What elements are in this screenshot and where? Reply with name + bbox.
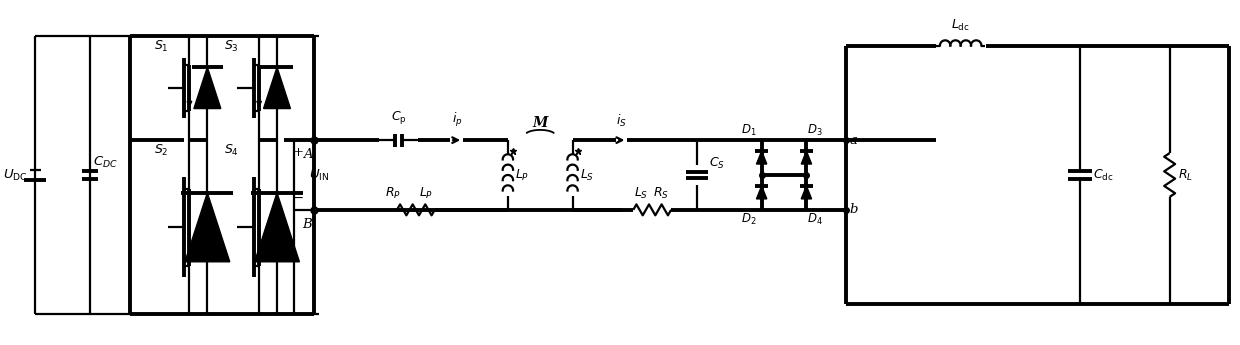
Text: A: A bbox=[303, 148, 312, 161]
Text: $S_2$: $S_2$ bbox=[154, 143, 169, 158]
Text: $L_P$: $L_P$ bbox=[419, 186, 433, 201]
Text: $D_1$: $D_1$ bbox=[742, 123, 756, 138]
Text: $i_p$: $i_p$ bbox=[451, 111, 463, 129]
Text: $i_S$: $i_S$ bbox=[616, 113, 626, 129]
Text: M: M bbox=[532, 116, 548, 130]
Polygon shape bbox=[756, 151, 766, 164]
Text: +: + bbox=[293, 146, 304, 159]
Text: $L_{\rm dc}$: $L_{\rm dc}$ bbox=[951, 18, 970, 32]
Text: $D_2$: $D_2$ bbox=[742, 212, 756, 227]
Polygon shape bbox=[756, 186, 766, 199]
Text: $D_4$: $D_4$ bbox=[807, 212, 823, 227]
Text: $C_{\rm dc}$: $C_{\rm dc}$ bbox=[1092, 167, 1114, 183]
Text: $C_{\rm p}$: $C_{\rm p}$ bbox=[391, 109, 407, 126]
Text: $-$: $-$ bbox=[293, 191, 304, 204]
Text: $C_S$: $C_S$ bbox=[709, 156, 725, 170]
Text: $R_P$: $R_P$ bbox=[384, 186, 401, 201]
Text: $D_3$: $D_3$ bbox=[807, 123, 823, 138]
Polygon shape bbox=[254, 193, 299, 262]
Text: a: a bbox=[849, 134, 857, 147]
Polygon shape bbox=[801, 151, 812, 164]
Text: $L_P$: $L_P$ bbox=[515, 167, 529, 183]
Text: $S_3$: $S_3$ bbox=[224, 39, 238, 53]
Text: $U_{\rm IN}$: $U_{\rm IN}$ bbox=[309, 167, 330, 183]
Text: $S_4$: $S_4$ bbox=[223, 143, 238, 158]
Text: $R_S$: $R_S$ bbox=[653, 186, 670, 201]
Text: B: B bbox=[303, 218, 312, 231]
Text: $L_S$: $L_S$ bbox=[579, 167, 594, 183]
Polygon shape bbox=[264, 67, 290, 109]
Text: $U_{\rm DC}$: $U_{\rm DC}$ bbox=[2, 167, 27, 183]
Text: $C_{DC}$: $C_{DC}$ bbox=[93, 155, 118, 170]
Text: $S_1$: $S_1$ bbox=[154, 39, 169, 53]
Text: $R_L$: $R_L$ bbox=[1178, 167, 1193, 183]
Polygon shape bbox=[193, 67, 221, 109]
Polygon shape bbox=[185, 193, 229, 262]
Text: $L_S$: $L_S$ bbox=[635, 186, 649, 201]
Text: b: b bbox=[849, 203, 858, 216]
Polygon shape bbox=[801, 186, 812, 199]
